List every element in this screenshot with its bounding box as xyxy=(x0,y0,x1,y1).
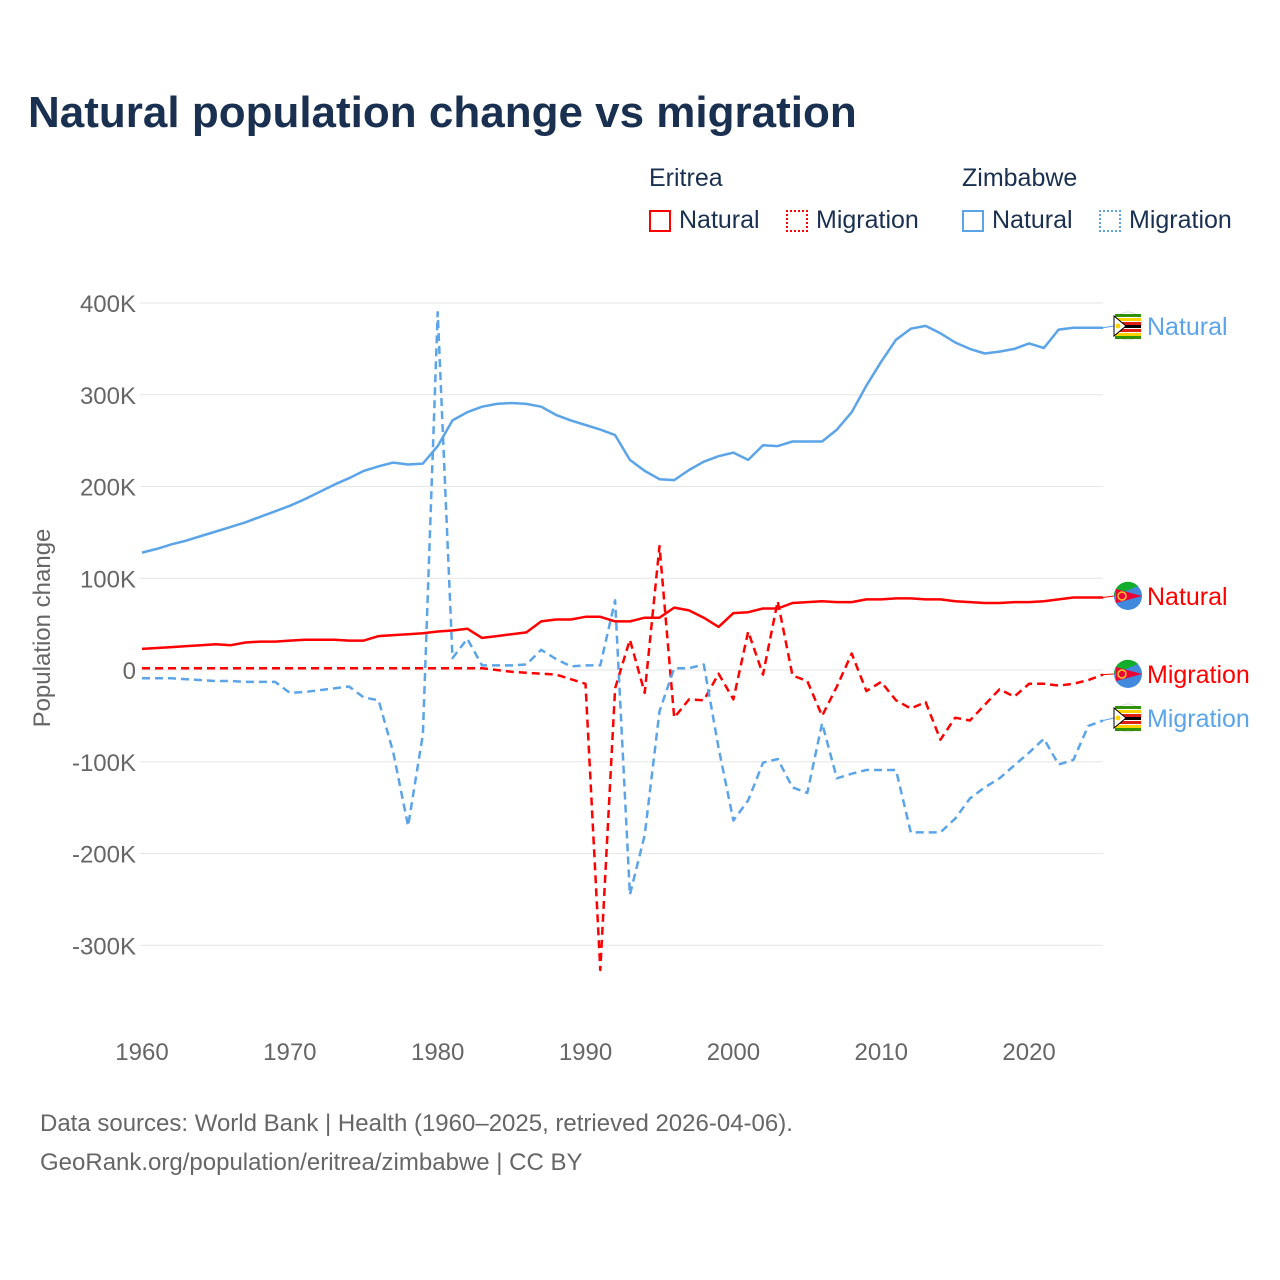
x-tick-label: 1980 xyxy=(411,1039,464,1066)
legend-eritrea-migration[interactable]: Migration xyxy=(786,206,919,235)
y-tick-label: 0 xyxy=(123,658,136,685)
end-label: Natural xyxy=(1147,583,1228,611)
flag-stripe xyxy=(1115,710,1141,713)
flag-stripe xyxy=(1115,314,1141,317)
legend-label: Migration xyxy=(816,206,919,234)
flag-stripe xyxy=(1115,333,1141,336)
chart-title: Natural population change vs migration xyxy=(28,88,857,137)
y-tick-label: -300K xyxy=(72,933,136,960)
flag-stripe xyxy=(1115,336,1141,339)
legend-eritrea-natural[interactable]: Natural xyxy=(649,206,760,235)
series-line-eritrea-natural xyxy=(141,596,1103,651)
flag-part xyxy=(1117,591,1127,601)
flag-stripe xyxy=(1115,725,1141,728)
end-label: Migration xyxy=(1147,705,1250,733)
flag-stripe xyxy=(1115,714,1141,717)
legend-swatch-dotted xyxy=(1099,209,1121,232)
legend-label: Migration xyxy=(1129,206,1232,234)
legend-group-eritrea-title: Eritrea xyxy=(649,164,723,192)
legend-swatch-solid xyxy=(962,209,984,232)
legend-label: Natural xyxy=(992,206,1073,234)
flag-stripe xyxy=(1115,706,1141,709)
legend-zimbabwe-natural[interactable]: Natural xyxy=(962,206,1073,235)
flag-stripe xyxy=(1115,325,1141,328)
end-label-connector xyxy=(1102,673,1115,676)
x-tick-label: 2020 xyxy=(1002,1039,1055,1066)
flag-stripe xyxy=(1115,322,1141,325)
end-label-connector xyxy=(1102,595,1115,599)
y-tick-label: 200K xyxy=(80,475,136,502)
flag-stripe xyxy=(1115,717,1141,720)
y-axis-label: Population change xyxy=(29,529,56,728)
end-label: Migration xyxy=(1147,661,1250,689)
end-label: Natural xyxy=(1147,313,1228,341)
x-tick-label: 1960 xyxy=(115,1039,168,1066)
x-tick-label: 2010 xyxy=(855,1039,908,1066)
x-tick-label: 1970 xyxy=(263,1039,316,1066)
legend-group-zimbabwe-title: Zimbabwe xyxy=(962,164,1078,192)
y-tick-label: 400K xyxy=(80,291,136,318)
series-line-zimbabwe-migration xyxy=(142,310,1104,897)
legend-label: Natural xyxy=(679,206,760,234)
footer-source: Data sources: World Bank | Health (1960–… xyxy=(40,1110,793,1137)
x-tick-label: 2000 xyxy=(707,1039,760,1066)
flag-stripe xyxy=(1115,721,1141,724)
flag-part xyxy=(1115,323,1121,329)
y-tick-label: 300K xyxy=(80,383,136,410)
flag-part xyxy=(1115,715,1121,721)
series-line-eritrea-migration xyxy=(142,544,1104,972)
y-tick-label: 100K xyxy=(80,566,136,593)
end-label-connector xyxy=(1102,717,1115,721)
y-tick-label: -100K xyxy=(72,750,136,777)
legend-zimbabwe-migration[interactable]: Migration xyxy=(1099,206,1232,235)
end-label-connector xyxy=(1102,325,1115,329)
flag-part xyxy=(1117,669,1127,679)
legend-swatch-dotted xyxy=(786,209,808,232)
x-tick-label: 1990 xyxy=(559,1039,612,1066)
flag-stripe xyxy=(1115,318,1141,321)
footer-link[interactable]: GeoRank.org/population/eritrea/zimbabwe … xyxy=(40,1149,583,1176)
series-line-zimbabwe-natural xyxy=(141,324,1103,554)
legend-swatch-solid xyxy=(649,209,671,232)
flag-stripe xyxy=(1115,728,1141,731)
flag-stripe xyxy=(1115,329,1141,332)
y-tick-label: -200K xyxy=(72,842,136,869)
